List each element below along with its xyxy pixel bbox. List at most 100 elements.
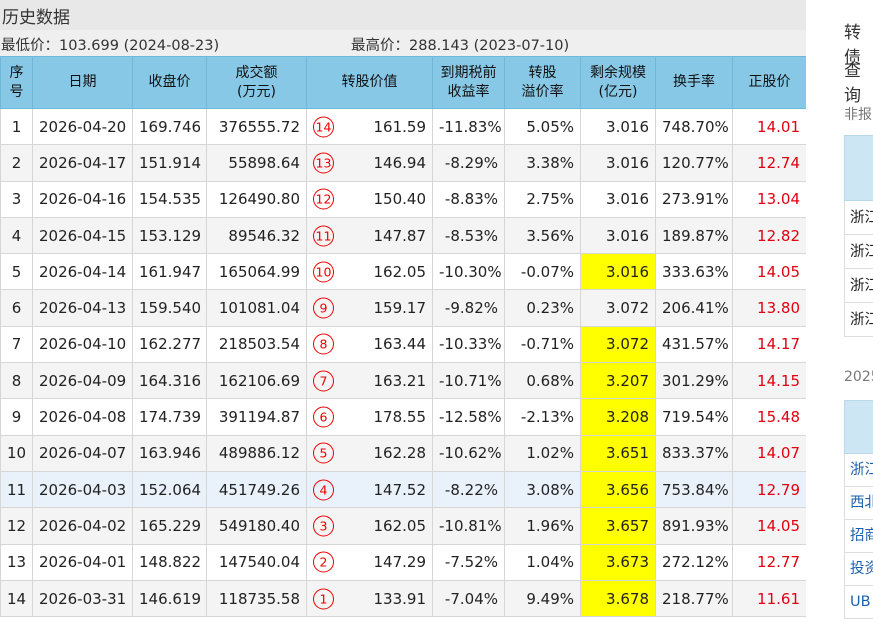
table-row: 13 2026-04-01 148.822 147540.04 2 147.29 -7.52…	[0, 543, 807, 581]
sidebar-list-item[interactable]: 招商	[844, 520, 873, 553]
cell-amount: 165064.99	[206, 253, 307, 291]
cell-amount: 118735.58	[206, 579, 307, 618]
cell-turnover: 891.93%	[655, 507, 733, 545]
rank-badge: 3	[313, 515, 334, 537]
cell-turnover: 431.57%	[655, 325, 733, 364]
history-panel: 历史数据 最低价：103.699 (2024-08-23) 最高价：288.14…	[0, 0, 807, 619]
cell-turnover: 333.63%	[655, 253, 733, 291]
cell-no: 1	[0, 107, 33, 146]
sidebar-list-item[interactable]: 西北	[844, 487, 873, 520]
cell-no: 4	[0, 216, 33, 255]
cell-close: 159.540	[132, 289, 207, 327]
cell-premium: 5.05%	[504, 107, 581, 146]
col-date[interactable]: 日期	[32, 56, 133, 109]
col-remain[interactable]: 剩余规模 (亿元)	[580, 56, 656, 109]
cell-premium: 3.56%	[504, 216, 581, 255]
table-row: 4 2026-04-15 153.129 89546.32 11 147.87 -8.53%…	[0, 216, 807, 255]
col-close[interactable]: 收盘价	[132, 56, 207, 109]
cell-no: 13	[0, 543, 33, 581]
cell-ytm: -10.81%	[432, 507, 505, 545]
cell-date: 2026-04-09	[32, 362, 133, 400]
cell-no: 3	[0, 180, 33, 218]
cell-ytm: -10.33%	[432, 325, 505, 364]
cell-ytm: -10.62%	[432, 434, 505, 472]
sidebar-section-1: 非报	[844, 107, 872, 123]
cell-remain: 3.207	[580, 362, 656, 400]
sidebar-list-item[interactable]: UB	[844, 586, 873, 619]
cell-conv-value: 2 147.29	[306, 543, 433, 581]
col-no[interactable]: 序号	[0, 56, 33, 109]
cell-ytm: -7.52%	[432, 543, 505, 581]
conv-value: 162.05	[373, 262, 427, 281]
cell-conv-value: 7 163.21	[306, 362, 433, 400]
cell-stock-price: 14.15	[732, 362, 807, 400]
col-ytm[interactable]: 到期税前 收益率	[432, 56, 505, 109]
cell-conv-value: 13 146.94	[306, 144, 433, 182]
sidebar-list-item: 浙江	[844, 269, 873, 303]
cell-amount: 147540.04	[206, 543, 307, 581]
cell-premium: -0.71%	[504, 325, 581, 364]
rank-badge: 10	[313, 261, 334, 283]
history-table: 序号 日期 收盘价 成交额 (万元) 转股价值 到期税前 收益率 转股 溢价率 剩余规…	[0, 56, 807, 618]
cell-conv-value: 11 147.87	[306, 216, 433, 255]
cell-remain: 3.016	[580, 253, 656, 291]
cell-amount: 89546.32	[206, 216, 307, 255]
cell-close: 148.822	[132, 543, 207, 581]
cell-remain: 3.208	[580, 398, 656, 436]
sidebar-list-item[interactable]: 投资	[844, 553, 873, 586]
cell-turnover: 272.12%	[655, 543, 733, 581]
conv-value: 163.21	[373, 371, 427, 390]
cell-amount: 451749.26	[206, 470, 307, 509]
rank-badge: 1	[313, 588, 334, 609]
conv-value: 147.52	[373, 480, 427, 499]
price-range-bar: 最低价：103.699 (2024-08-23) 最高价：288.143 (20…	[0, 30, 806, 56]
lowest-price: 最低价：103.699 (2024-08-23)	[1, 38, 220, 54]
sidebar-list-item: 浙江	[844, 303, 873, 337]
cell-stock-price: 14.05	[732, 507, 807, 545]
cell-premium: -2.13%	[504, 398, 581, 436]
cell-premium: 0.68%	[504, 362, 581, 400]
rank-badge: 12	[313, 188, 334, 210]
table-row: 7 2026-04-10 162.277 218503.54 8 163.44 -10.33…	[0, 325, 807, 364]
cell-remain: 3.072	[580, 289, 656, 327]
cell-no: 12	[0, 507, 33, 545]
sidebar-list-item[interactable]: 浙江	[844, 454, 873, 487]
cell-stock-price: 13.04	[732, 180, 807, 218]
conv-value: 133.91	[373, 589, 427, 608]
conv-value: 147.87	[373, 226, 427, 245]
cell-turnover: 719.54%	[655, 398, 733, 436]
cell-conv-value: 4 147.52	[306, 470, 433, 509]
col-amount[interactable]: 成交额 (万元)	[206, 56, 307, 109]
rank-badge: 11	[313, 225, 334, 247]
col-conv-value[interactable]: 转股价值	[306, 56, 433, 109]
cell-remain: 3.651	[580, 434, 656, 472]
cell-amount: 101081.04	[206, 289, 307, 327]
cell-remain: 3.016	[580, 216, 656, 255]
cell-amount: 126490.80	[206, 180, 307, 218]
col-turnover[interactable]: 换手率	[655, 56, 733, 109]
cell-conv-value: 1 133.91	[306, 579, 433, 618]
cell-ytm: -10.30%	[432, 253, 505, 291]
sidebar-table-header	[844, 135, 873, 201]
cell-stock-price: 14.17	[732, 325, 807, 364]
cell-close: 169.746	[132, 107, 207, 146]
cell-date: 2026-04-08	[32, 398, 133, 436]
cell-close: 151.914	[132, 144, 207, 182]
table-row: 1 2026-04-20 169.746 376555.72 14 161.59 -11.8…	[0, 107, 807, 146]
cell-premium: 3.38%	[504, 144, 581, 182]
cell-premium: 2.75%	[504, 180, 581, 218]
cell-date: 2026-04-10	[32, 325, 133, 364]
cell-ytm: -8.29%	[432, 144, 505, 182]
cell-premium: 1.96%	[504, 507, 581, 545]
cell-conv-value: 6 178.55	[306, 398, 433, 436]
cell-ytm: -8.83%	[432, 180, 505, 218]
cell-close: 154.535	[132, 180, 207, 218]
cell-premium: 1.02%	[504, 434, 581, 472]
cell-turnover: 218.77%	[655, 579, 733, 618]
cell-close: 165.229	[132, 507, 207, 545]
sidebar-title-2[interactable]: 查询	[844, 61, 861, 106]
cell-amount: 162106.69	[206, 362, 307, 400]
cell-date: 2026-04-17	[32, 144, 133, 182]
col-premium[interactable]: 转股 溢价率	[504, 56, 581, 109]
col-stock-price[interactable]: 正股价	[732, 56, 807, 109]
